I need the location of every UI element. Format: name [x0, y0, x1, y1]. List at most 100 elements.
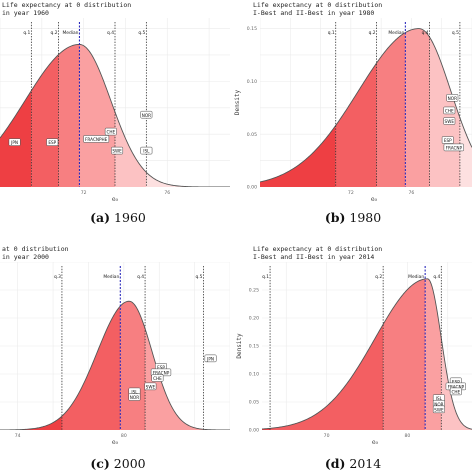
country-box [140, 110, 153, 119]
density-curve [260, 28, 472, 183]
chart-title: Life expectancy at 0 distribution [253, 245, 382, 253]
country-code: CHE [106, 130, 115, 135]
plot-area [0, 18, 230, 187]
y-axis-label: Density [234, 89, 241, 115]
quantile-label: q.3 [54, 274, 61, 280]
density-segment [270, 324, 384, 430]
country-code: ESP [452, 379, 460, 384]
y-tick-label: 0.05 [249, 400, 259, 406]
quantile-label: q.2 [375, 274, 382, 280]
y-tick-label: 0.00 [249, 428, 259, 434]
chart-subtitle: I-Best and II-Best in year 2014 [253, 253, 374, 261]
density-segment [260, 125, 336, 187]
country-code: SWE [112, 149, 122, 154]
density-segment [335, 62, 377, 187]
quantile-label: Median [62, 30, 78, 36]
density-segment [58, 44, 80, 187]
chart-panel-1: q.1 q.2 Median q.4 q.5 JPN ESP CHE FRACNPHE NOR SW… [0, 1, 230, 225]
country-box [443, 106, 456, 115]
country-code: CHE [451, 390, 460, 395]
country-label-jpn: JPN [8, 138, 21, 146]
quantile-label: q.5 [195, 274, 202, 280]
country-box [128, 393, 141, 401]
country-box [446, 94, 459, 102]
country-box [144, 382, 157, 391]
density-segment [145, 328, 204, 430]
quantile-label: q.4 [137, 274, 144, 280]
density-curve [0, 300, 230, 430]
x-tick-label: 76 [164, 190, 170, 196]
country-code: CHE [153, 376, 162, 381]
country-box [432, 405, 445, 414]
density-curve [262, 278, 472, 430]
country-box [204, 354, 217, 363]
country-code: FRACNP [448, 384, 465, 389]
country-code: NOR [448, 96, 457, 101]
panel-caption: (b) 1980 [325, 210, 381, 225]
y-tick-label: 0.15 [247, 26, 257, 32]
country-box [104, 127, 117, 136]
x-tick-label: 80 [121, 433, 127, 439]
quantile-label: Median [408, 274, 424, 280]
country-label-fracnp: FRACNP [443, 143, 464, 152]
country-label-nor: NOR [446, 94, 459, 102]
caption-letter: (b) [325, 210, 346, 225]
x-tick-label: 72 [348, 190, 354, 196]
caption-year: 2014 [345, 456, 381, 471]
country-code: SWE [146, 384, 156, 389]
country-box [443, 117, 456, 125]
country-label-che: CHE [151, 374, 164, 382]
country-label-jpn: JPN [204, 354, 217, 363]
country-box [449, 387, 462, 396]
country-box [151, 374, 164, 382]
caption-year: 1980 [345, 210, 381, 225]
quantile-label: q.1 [262, 274, 269, 280]
density-segment [376, 32, 406, 187]
x-axis-label: e₀ [112, 196, 119, 203]
country-label-che: CHE [104, 127, 117, 136]
quantile-label: q.4 [422, 30, 429, 36]
country-code: CHE [445, 109, 454, 114]
country-label-esp: ESP [46, 138, 59, 146]
caption-letter: (d) [325, 456, 346, 471]
y-tick-label: 0.10 [247, 79, 257, 85]
chart-title: Life expectancy at 0 distribution [2, 1, 131, 9]
country-code: ISL [131, 390, 138, 395]
x-axis-label: e₀ [371, 196, 378, 203]
density-segment [79, 44, 115, 187]
country-label-che: CHE [449, 387, 462, 396]
density-segment [0, 416, 62, 430]
chart-subtitle: in year 2000 [2, 253, 49, 261]
country-label-fracnphe: FRACNPHE [83, 135, 110, 143]
country-code: SWE [445, 119, 455, 124]
country-code: FRACNPHE [85, 137, 108, 142]
panel-caption: (d) 2014 [325, 456, 381, 471]
density-segment [425, 278, 442, 430]
country-label-che: CHE [443, 106, 456, 115]
plot-area [0, 262, 230, 430]
country-box [8, 138, 21, 146]
country-label-esp: ESP [441, 136, 454, 144]
chart-subtitle: I-Best and II-Best in year 1980 [253, 9, 374, 17]
country-box [140, 146, 153, 155]
x-tick-label: 70 [324, 433, 330, 439]
country-label-swe: SWE [144, 382, 157, 391]
country-code: ESP [444, 138, 452, 143]
y-axis-label: Density [236, 333, 243, 359]
chart-subtitle: in year 1960 [2, 9, 49, 17]
density-segment [146, 172, 230, 187]
caption-year: 2000 [110, 456, 146, 471]
country-label-isl: ISL [140, 146, 153, 155]
chart-panel-2: q.1 q.2 Median q.4 q.5 NOR CHE SWE ESP FRACNP 72 76… [234, 1, 472, 225]
y-tick-label: 0.25 [249, 288, 259, 294]
quantile-label: q.2 [369, 30, 376, 36]
density-segment [120, 301, 146, 430]
density-segment [441, 338, 472, 430]
country-label-swe: SWE [111, 146, 124, 155]
quantile-label: q.1 [23, 30, 30, 36]
country-code: ESP [48, 140, 56, 145]
country-code: NOR [142, 113, 151, 118]
